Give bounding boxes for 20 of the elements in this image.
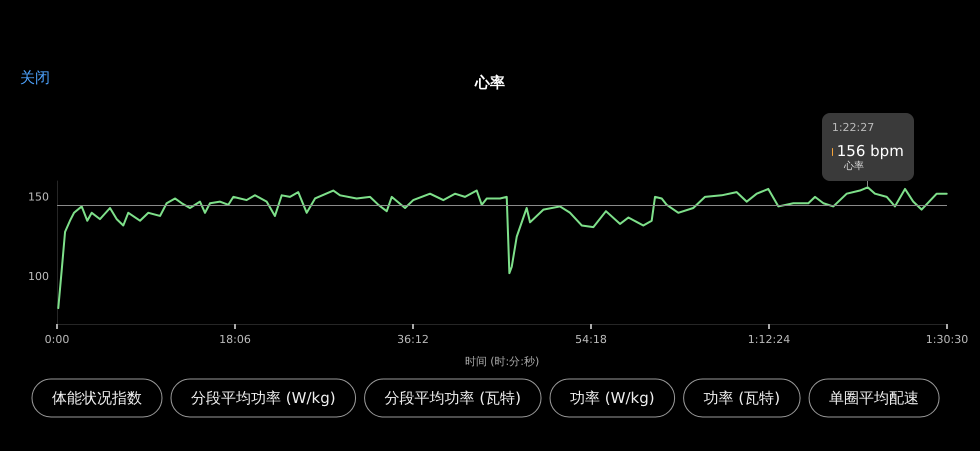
x-tick-label: 1:12:24 <box>748 333 790 346</box>
text: 心率 <box>844 160 865 174</box>
x-tick-label: 54:18 <box>575 333 607 346</box>
y-tick-label: 100 <box>28 270 49 283</box>
x-tick-label: 18:06 <box>219 333 251 346</box>
x-tick-label: 36:12 <box>397 333 429 346</box>
text: 功率 (W/kg) <box>570 389 655 407</box>
y-tick-label: 150 <box>28 190 49 204</box>
text: 单圈平均配速 <box>829 389 920 407</box>
text: 关闭 <box>20 68 50 86</box>
annotation: 156 bpm <box>836 142 904 160</box>
x-tick-label: 1:30:30 <box>926 333 968 346</box>
x-tick-label: 0:00 <box>44 333 70 346</box>
text: 分段平均功率 (瓦特) <box>384 389 522 407</box>
text: 功率 (瓦特) <box>704 389 780 407</box>
chart-title: 心率 <box>474 74 505 92</box>
text: 体能状况指数 <box>52 389 142 407</box>
text: 1:22:27 <box>832 121 876 136</box>
text: 分段平均功率 (W/kg) <box>190 389 336 407</box>
x-axis-title: 时间 (时:分:秒) <box>464 355 540 368</box>
